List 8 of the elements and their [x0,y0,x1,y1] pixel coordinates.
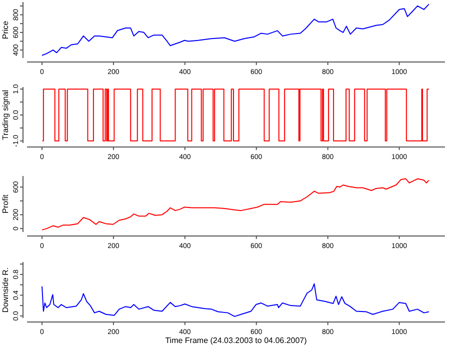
line-series [42,4,430,56]
y-axis-title: Downside R. [1,267,10,313]
y-axis-title: Trading signal [1,90,10,140]
y-axis-title: Price [1,20,10,40]
line-series [42,178,430,230]
y-axis-title: Profit [1,194,10,214]
x-axis-title: Time Frame (24.03.2003 to 04.06.2007) [165,336,308,345]
line-series [42,283,430,317]
